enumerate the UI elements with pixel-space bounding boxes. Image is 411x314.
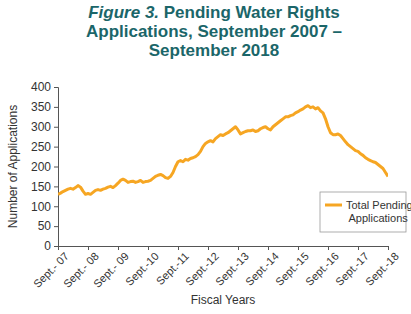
x-tick-mark bbox=[208, 246, 209, 250]
x-tick-label: Sept.-18 bbox=[363, 250, 401, 288]
title-word: Rights bbox=[282, 3, 340, 22]
x-tick-label: Sept.-10 bbox=[123, 250, 161, 288]
x-axis-line bbox=[59, 247, 389, 251]
y-tick-mark bbox=[54, 206, 58, 207]
y-tick-mark bbox=[54, 127, 58, 128]
legend-line: Total Pending bbox=[346, 199, 411, 211]
x-tick-mark bbox=[178, 246, 179, 250]
legend: Total Pending Applications bbox=[320, 192, 411, 232]
y-tick-mark bbox=[54, 87, 58, 88]
y-tick-mark bbox=[54, 186, 58, 187]
legend-label: Total Pending Applications bbox=[346, 199, 411, 224]
y-tick-mark bbox=[54, 226, 58, 227]
x-tick: Sept.-18 bbox=[363, 246, 401, 288]
x-tick-mark bbox=[118, 246, 119, 250]
chart-title: Figure 3. Pending Water Rights Applicatio… bbox=[86, 3, 342, 60]
title-word: Water bbox=[231, 3, 283, 22]
y-tick-mark bbox=[54, 167, 58, 168]
chart-svg: Figure 3. Pending Water Rights Applicatio… bbox=[0, 0, 411, 314]
y-tick: 400 bbox=[31, 80, 58, 94]
x-tick-mark bbox=[328, 246, 329, 250]
y-axis-line bbox=[54, 88, 59, 247]
y-tick-label: 300 bbox=[31, 120, 51, 134]
y-tick-mark bbox=[54, 107, 58, 108]
legend-line: Applications bbox=[346, 212, 408, 224]
title-word: Pending bbox=[159, 3, 231, 22]
y-tick-label: 100 bbox=[31, 200, 51, 214]
y-tick: 300 bbox=[31, 120, 58, 134]
y-tick: 0 bbox=[44, 239, 58, 253]
x-tick-mark bbox=[148, 246, 149, 250]
x-axis: Sept.- 07Sept.- 08Sept.- 09Sept.-10Sept.… bbox=[31, 246, 401, 290]
title-word: – bbox=[328, 22, 342, 41]
y-tick-mark bbox=[54, 246, 58, 247]
x-tick-mark bbox=[268, 246, 269, 250]
title-word: September bbox=[193, 22, 286, 41]
series-group bbox=[58, 106, 388, 195]
title-word: Applications, bbox=[86, 22, 193, 41]
x-tick-mark bbox=[238, 246, 239, 250]
legend-swatch bbox=[325, 204, 342, 207]
title-word: 2018 bbox=[237, 41, 280, 60]
y-tick-label: 350 bbox=[31, 100, 51, 114]
y-tick: 250 bbox=[31, 140, 58, 154]
x-tick-mark bbox=[58, 246, 59, 250]
title-word: Figure bbox=[88, 3, 140, 22]
x-tick-label: Sept.- 09 bbox=[91, 250, 131, 290]
title-word: 2007 bbox=[285, 22, 328, 41]
title-word: September bbox=[149, 41, 237, 60]
y-tick: 350 bbox=[31, 100, 58, 114]
y-tick-label: 0 bbox=[44, 239, 51, 253]
x-tick-mark bbox=[358, 246, 359, 250]
x-tick-mark bbox=[298, 246, 299, 250]
title-word: 3. bbox=[140, 3, 159, 22]
y-tick: 200 bbox=[31, 160, 58, 174]
x-axis-title: Fiscal Years bbox=[191, 293, 256, 307]
y-tick-label: 200 bbox=[31, 160, 51, 174]
x-tick-mark bbox=[88, 246, 89, 250]
y-tick-label: 50 bbox=[38, 219, 52, 233]
x-tick: Sept.- 09 bbox=[91, 246, 131, 290]
plot-area: 0 50 100 150 200 250 300 350 400 Sept.- 07Sept.- … bbox=[31, 80, 401, 290]
x-tick-mark bbox=[388, 246, 389, 250]
y-axis: 0 50 100 150 200 250 300 350 400 bbox=[31, 80, 59, 253]
y-tick: 150 bbox=[31, 180, 58, 194]
y-tick-label: 150 bbox=[31, 180, 51, 194]
y-axis-title: Number of Applications bbox=[6, 105, 20, 228]
y-tick: 50 bbox=[38, 219, 58, 233]
y-tick-label: 250 bbox=[31, 140, 51, 154]
y-tick: 100 bbox=[31, 200, 58, 214]
y-tick-mark bbox=[54, 147, 58, 148]
series-line bbox=[58, 106, 388, 195]
y-tick-label: 400 bbox=[31, 80, 51, 94]
